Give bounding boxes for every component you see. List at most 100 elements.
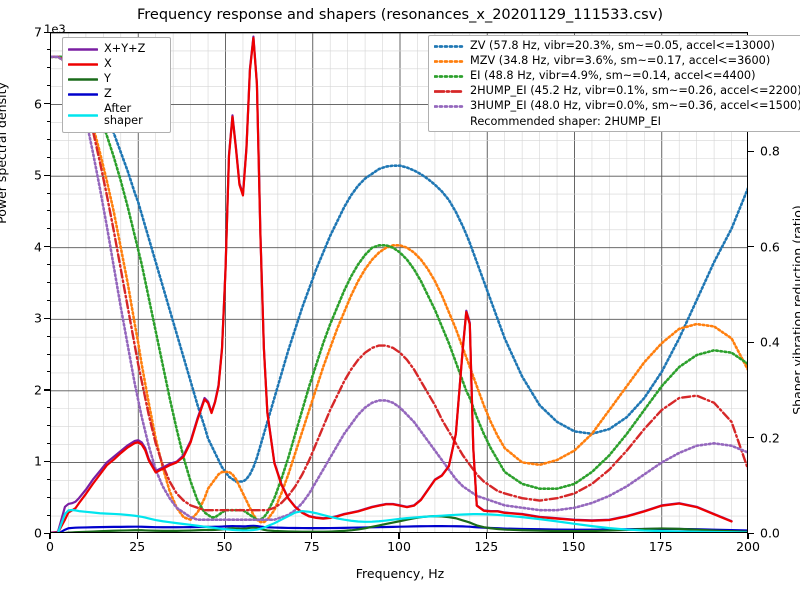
legend-line-swatch-icon [68, 74, 98, 85]
y-minor-tick-left [47, 299, 50, 301]
y-minor-tick-left [47, 228, 50, 230]
y-minor-tick-left [47, 156, 50, 158]
y-tick-right-2: 0.4 [760, 334, 780, 350]
y-tickmark-right-3 [748, 246, 754, 248]
legend-shaper-item-2[interactable]: EI (48.8 Hz, vibr=4.9%, sm~=0.14, accel<… [434, 69, 800, 84]
y-minor-tick-left [47, 496, 50, 498]
x-tickmark-3 [311, 533, 313, 539]
y-minor-tick-left [47, 478, 50, 480]
y-minor-tick-left [47, 425, 50, 427]
legend-line-swatch-icon [68, 44, 98, 55]
series-zv [51, 55, 747, 483]
y-tick-left-6: 6 [34, 96, 42, 112]
y-tickmark-left-4 [44, 246, 50, 248]
legend-axes-item-label: X+Y+Z [104, 42, 146, 56]
legend-axes-item-0[interactable]: X+Y+Z [68, 42, 164, 57]
y-minor-tick-left [47, 371, 50, 373]
legend-axes-item-label: Y [104, 72, 111, 86]
legend-line-swatch-icon [434, 41, 464, 52]
y-axis-left-label: Power spectral density [0, 82, 9, 224]
x-tick-1: 25 [129, 539, 146, 554]
y-minor-tick-left [47, 443, 50, 445]
legend-axes-item-2[interactable]: Y [68, 72, 164, 87]
legend-axes-item-label: X [104, 57, 112, 71]
legend-shaper-item-label: 3HUMP_EI (48.0 Hz, vibr=0.0%, sm~=0.36, … [470, 99, 800, 113]
y-tick-left-0: 0 [34, 525, 42, 541]
y-tick-left-3: 3 [34, 310, 42, 326]
y-minor-tick-left [47, 282, 50, 283]
legend-line-swatch-icon [434, 101, 464, 112]
y-tick-left-1: 1 [34, 453, 42, 469]
x-tick-3: 75 [303, 539, 320, 554]
y-tick-left-7: 7 [34, 24, 42, 40]
x-tick-4: 100 [387, 539, 411, 554]
legend-axes-item-3[interactable]: Z [68, 87, 164, 102]
y-tick-right-4: 0.8 [760, 143, 780, 159]
series-mzv [51, 55, 747, 524]
y-minor-tick-left [47, 192, 50, 194]
y-minor-tick-left [47, 335, 50, 337]
y-minor-tick-left [47, 120, 50, 122]
y-tickmark-left-7 [44, 31, 50, 33]
x-tickmark-7 [660, 533, 662, 539]
series-x [51, 36, 733, 532]
y-tick-right-0: 0.0 [760, 525, 780, 541]
y-tick-right-3: 0.6 [760, 239, 780, 255]
y-minor-tick-left [47, 514, 50, 516]
y-tick-left-2: 2 [34, 382, 42, 398]
y-tickmark-left-0 [44, 532, 50, 534]
y-minor-tick-left [47, 264, 50, 266]
legend-shaper-item-label: 2HUMP_EI (45.2 Hz, vibr=0.1%, sm~=0.26, … [470, 84, 800, 98]
y-minor-tick-left [47, 67, 50, 69]
y-tickmark-left-3 [44, 317, 50, 319]
x-tickmark-5 [485, 533, 487, 539]
legend-shaper-item-4[interactable]: 3HUMP_EI (48.0 Hz, vibr=0.0%, sm~=0.36, … [434, 99, 800, 114]
series-after [54, 508, 747, 532]
y-tickmark-left-6 [44, 103, 50, 105]
legend-shaper-item-label: EI (48.8 Hz, vibr=4.9%, sm~=0.14, accel<… [470, 69, 756, 83]
series-y [63, 515, 747, 532]
chart-title: Frequency response and shapers (resonanc… [137, 7, 663, 23]
x-tickmark-8 [747, 533, 749, 539]
legend-shaper-item-3[interactable]: 2HUMP_EI (45.2 Hz, vibr=0.1%, sm~=0.26, … [434, 84, 800, 99]
y-tickmark-right-4 [748, 150, 754, 152]
y-minor-tick-left [47, 49, 50, 51]
x-tick-0: 0 [46, 539, 54, 554]
y-tick-right-1: 0.2 [760, 430, 780, 446]
legend-line-swatch-icon [434, 56, 464, 67]
x-tickmark-0 [49, 533, 51, 539]
y-minor-tick-left [47, 85, 50, 87]
y-minor-tick-left [47, 353, 50, 355]
x-tick-2: 50 [216, 539, 233, 554]
legend-axes: X+Y+Z X Y Z After shaper [62, 37, 171, 133]
legend-line-swatch-icon [434, 86, 464, 97]
y-tickmark-right-0 [748, 532, 754, 534]
x-tick-6: 150 [561, 539, 586, 554]
y-minor-tick-left [47, 407, 50, 409]
x-tick-5: 125 [474, 539, 499, 554]
legend-axes-item-4[interactable]: After shaper [68, 102, 164, 128]
legend-line-swatch-icon [68, 59, 98, 70]
x-tickmark-6 [572, 533, 575, 539]
legend-axes-item-label: Z [104, 87, 112, 101]
x-tickmark-1 [136, 533, 138, 539]
y-tick-left-4: 4 [34, 239, 42, 255]
x-tick-8: 200 [736, 539, 760, 554]
legend-line-swatch-icon [68, 110, 98, 121]
y-tickmark-left-1 [44, 460, 50, 463]
x-tick-7: 175 [648, 539, 673, 554]
legend-shaper-item-label: ZV (57.8 Hz, vibr=20.3%, sm~=0.05, accel… [470, 39, 775, 53]
x-tickmark-4 [398, 533, 400, 539]
y-tickmark-right-1 [748, 437, 754, 439]
y-minor-tick-left [47, 138, 50, 140]
series-ei [51, 55, 747, 521]
legend-shaper-item-0[interactable]: ZV (57.8 Hz, vibr=20.3%, sm~=0.05, accel… [434, 39, 800, 54]
y-tick-left-5: 5 [34, 167, 42, 183]
y-tickmark-left-2 [44, 389, 50, 391]
x-axis-label: Frequency, Hz [355, 566, 445, 581]
legend-axes-item-1[interactable]: X [68, 57, 164, 72]
y-tickmark-right-2 [748, 341, 754, 343]
data-series-layer [51, 35, 747, 532]
legend-shaper-item-1[interactable]: MZV (34.8 Hz, vibr=3.6%, sm~=0.17, accel… [434, 54, 800, 69]
